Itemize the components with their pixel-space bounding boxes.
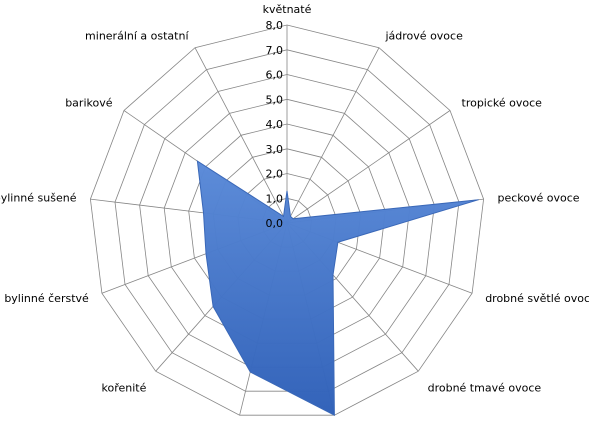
category-label: drobné světlé ovoce <box>485 292 589 305</box>
grid-spoke <box>286 110 451 224</box>
tick-label: 0,0 <box>266 217 284 230</box>
tick-label: 6,0 <box>266 69 284 82</box>
grid-spoke <box>286 47 380 224</box>
tick-label: 4,0 <box>266 118 284 131</box>
category-label: peckové ovoce <box>498 191 580 204</box>
tick-label: 8,0 <box>266 19 284 32</box>
category-label: květnaté <box>263 3 312 16</box>
category-label: minerální a ostatní <box>85 29 189 42</box>
category-label: tropické ovoce <box>462 97 543 110</box>
radar-category-labels: květnaté jádrové ovoce tropické ovoce pecko… <box>0 3 589 395</box>
tick-label: 7,0 <box>266 44 284 57</box>
category-label: jádrové ovoce <box>385 29 464 42</box>
grid-ring <box>89 24 485 416</box>
radar-tick-labels: 0,0 1,0 2,0 3,0 4,0 5,0 6,0 7,0 8,0 <box>266 19 284 230</box>
category-label: drobné tmavé ovoce <box>428 382 542 395</box>
category-label: bylinné čerstvé <box>4 292 89 305</box>
tick-label: 5,0 <box>266 93 284 106</box>
tick-label: 3,0 <box>266 143 284 156</box>
grid-spoke <box>194 47 288 224</box>
tick-label: 1,0 <box>266 192 284 205</box>
category-label: kořenité <box>102 382 147 395</box>
tick-label: 2,0 <box>266 168 284 181</box>
category-label: barikové <box>65 97 113 110</box>
category-label: bylinné sušené <box>0 191 77 204</box>
radar-series-layer <box>196 160 479 417</box>
series-area <box>196 160 479 417</box>
